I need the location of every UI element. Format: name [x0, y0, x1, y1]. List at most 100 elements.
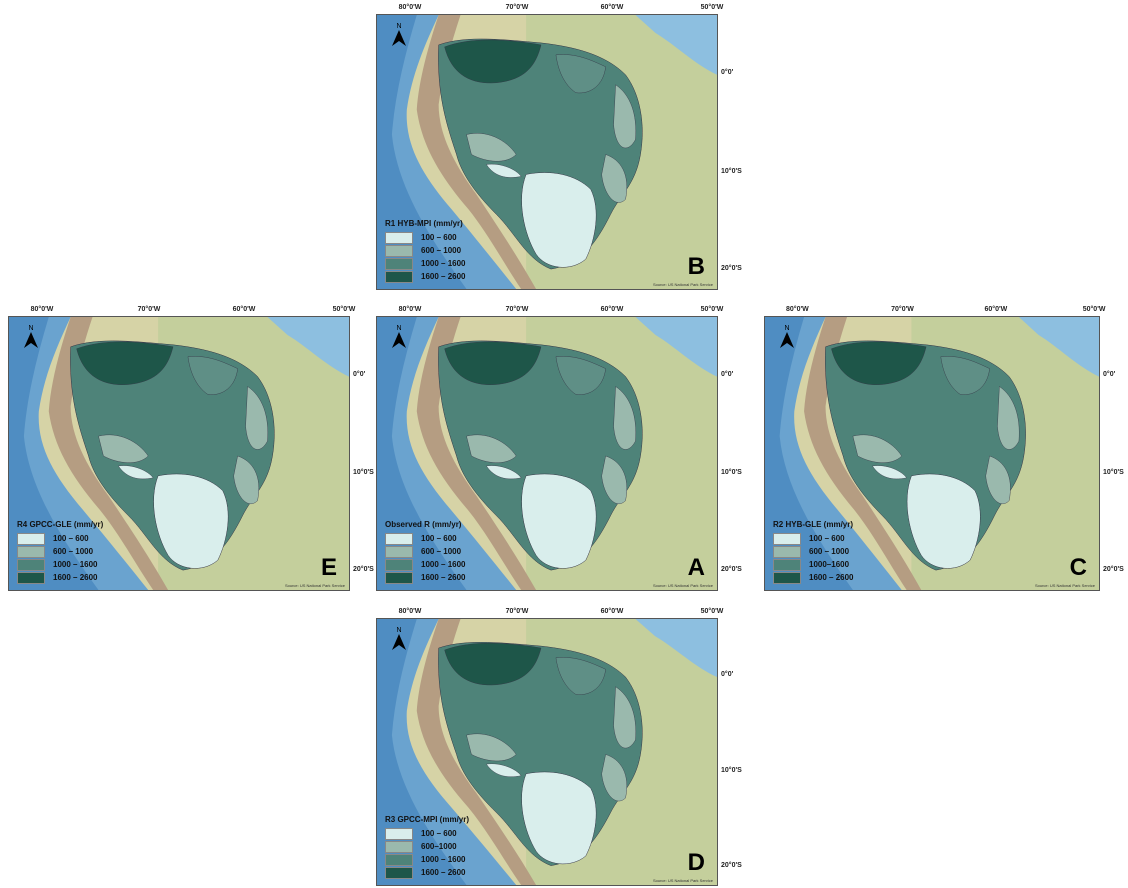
- lon-label: 50°0'W: [701, 608, 724, 615]
- legend-title: R4 GPCC-GLE (mm/yr): [17, 520, 103, 529]
- lon-label: 80°0'W: [399, 608, 422, 615]
- lon-label: 50°0'W: [333, 306, 356, 313]
- source-note: Source: US National Park Service: [653, 878, 713, 883]
- lon-label: 50°0'W: [701, 306, 724, 313]
- arrow: [780, 332, 794, 348]
- figure: N R1 HYB-MPI (mm/yr) 100 – 600 600 – 1000 10…: [0, 0, 1128, 888]
- legend-entry: 1000 – 1600: [17, 558, 103, 571]
- lon-label: 60°0'W: [984, 306, 1007, 313]
- legend-swatch: [773, 559, 801, 571]
- legend-swatch: [385, 546, 413, 558]
- north-arrow: N: [779, 325, 795, 350]
- lon-label: 70°0'W: [138, 306, 161, 313]
- legend-label: 1600 – 2600: [421, 272, 466, 281]
- lat-label: 0°0': [721, 69, 733, 76]
- legend-swatch: [773, 546, 801, 558]
- legend-title: R2 HYB-GLE (mm/yr): [773, 520, 854, 529]
- lat-label: 20°0'S: [1103, 566, 1124, 573]
- legend-label: 1600 – 2600: [809, 573, 854, 582]
- legend-label: 600 – 1000: [421, 246, 461, 255]
- legend-label: 100 – 600: [421, 534, 457, 543]
- legend-entry: 1600 – 2600: [385, 571, 466, 584]
- lon-label: 50°0'W: [701, 4, 724, 11]
- lat-label: 20°0'S: [721, 265, 742, 272]
- legend-entry: 100 – 600: [385, 231, 466, 244]
- lon-label: 80°0'W: [399, 4, 422, 11]
- legend-swatch: [17, 559, 45, 571]
- legend-swatch: [773, 533, 801, 545]
- source-note: Source: US National Park Service: [653, 282, 713, 287]
- legend-entry: 1000–1600: [773, 558, 854, 571]
- lat-label: 0°0': [721, 671, 733, 678]
- panel-letter: D: [688, 849, 705, 877]
- north-arrow: N: [391, 627, 407, 652]
- legend-entry: 600–1000: [385, 840, 469, 853]
- legend-label: 1000 – 1600: [53, 560, 98, 569]
- source-note: Source: US National Park Service: [285, 583, 345, 588]
- legend-entry: 1600 – 2600: [773, 571, 854, 584]
- legend-label: 1000 – 1600: [421, 855, 466, 864]
- lon-label: 70°0'W: [506, 608, 529, 615]
- source-note: Source: US National Park Service: [1035, 583, 1095, 588]
- arrow: [24, 332, 38, 348]
- north-label: N: [391, 627, 407, 634]
- legend-swatch: [385, 271, 413, 283]
- lon-label: 60°0'W: [601, 608, 624, 615]
- lat-label: 10°0'S: [1103, 469, 1124, 476]
- legend-entry: 1000 – 1600: [385, 257, 466, 270]
- legend-entry: 600 – 1000: [385, 244, 466, 257]
- legend-entry: 1000 – 1600: [385, 853, 469, 866]
- lon-label: 50°0'W: [1083, 306, 1106, 313]
- legend-swatch: [17, 533, 45, 545]
- arrow: [392, 30, 406, 46]
- panel-letter: C: [1070, 554, 1087, 582]
- lon-label: 80°0'W: [786, 306, 809, 313]
- legend-label: 100 – 600: [421, 233, 457, 242]
- arrow: [392, 634, 406, 650]
- lon-label: 70°0'W: [891, 306, 914, 313]
- lon-label: 60°0'W: [601, 306, 624, 313]
- lat-label: 0°0': [353, 371, 365, 378]
- lat-label: 20°0'S: [353, 566, 374, 573]
- legend-swatch: [385, 245, 413, 257]
- legend-label: 1600 – 2600: [421, 868, 466, 877]
- legend-title: R1 HYB-MPI (mm/yr): [385, 219, 466, 228]
- panel-letter: E: [321, 554, 337, 582]
- lat-label: 20°0'S: [721, 566, 742, 573]
- legend-swatch: [17, 572, 45, 584]
- legend-entry: 100 – 600: [385, 532, 466, 545]
- legend-label: 1600 – 2600: [421, 573, 466, 582]
- legend-swatch: [17, 546, 45, 558]
- legend-title: Observed R (mm/yr): [385, 520, 466, 529]
- lat-label: 20°0'S: [721, 862, 742, 869]
- legend-swatch: [385, 559, 413, 571]
- source-note: Source: US National Park Service: [653, 583, 713, 588]
- legend-entry: 1600 – 2600: [385, 270, 466, 283]
- lon-label: 60°0'W: [233, 306, 256, 313]
- lat-label: 10°0'S: [721, 469, 742, 476]
- legend-label: 100 – 600: [809, 534, 845, 543]
- lat-label: 0°0': [721, 371, 733, 378]
- lon-label: 70°0'W: [506, 4, 529, 11]
- lon-label: 60°0'W: [601, 4, 624, 11]
- legend-entry: 100 – 600: [773, 532, 854, 545]
- legend-entry: 600 – 1000: [385, 545, 466, 558]
- legend-swatch: [385, 533, 413, 545]
- legend-entry: 1600 – 2600: [385, 866, 469, 879]
- lat-label: 10°0'S: [721, 767, 742, 774]
- lon-label: 70°0'W: [506, 306, 529, 313]
- north-label: N: [391, 325, 407, 332]
- legend-label: 1000 – 1600: [421, 259, 466, 268]
- legend-swatch: [385, 258, 413, 270]
- legend-label: 100 – 600: [53, 534, 89, 543]
- north-label: N: [23, 325, 39, 332]
- legend-swatch: [385, 572, 413, 584]
- lon-label: 80°0'W: [31, 306, 54, 313]
- arrow: [392, 332, 406, 348]
